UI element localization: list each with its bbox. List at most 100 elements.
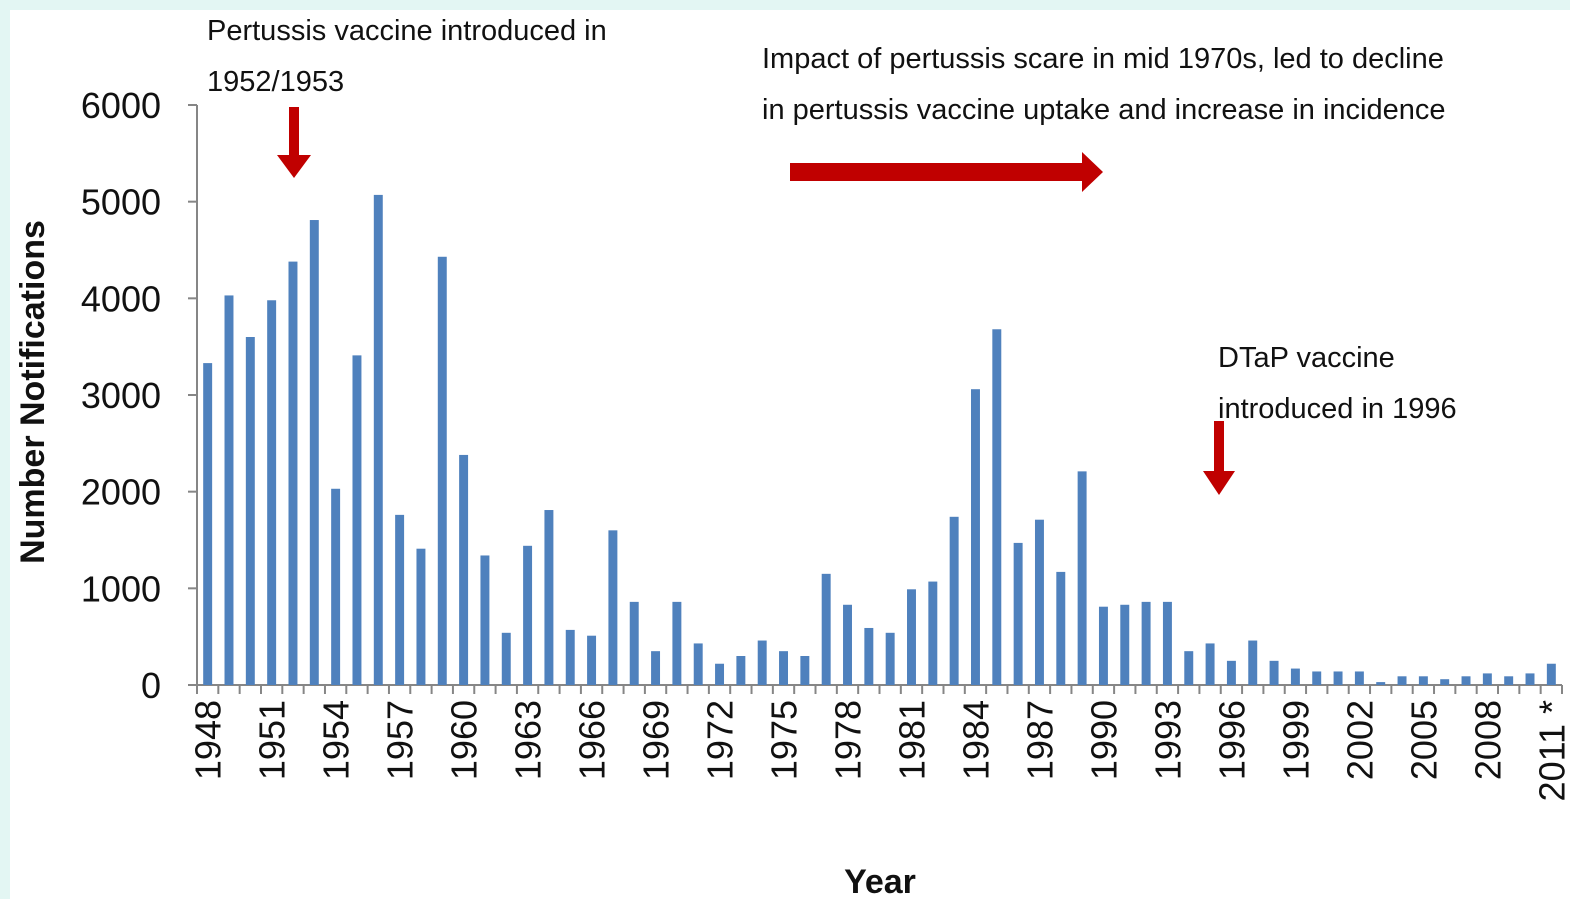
bar — [1205, 643, 1215, 685]
bar — [864, 627, 874, 685]
bar — [395, 514, 405, 685]
bar — [1269, 660, 1279, 685]
x-tick-label: 1972 — [700, 700, 741, 780]
x-tick-label: 1966 — [572, 700, 613, 780]
bar — [1440, 679, 1450, 685]
bar — [1525, 673, 1535, 685]
annotation: in pertussis vaccine uptake and increase… — [762, 94, 1446, 126]
x-tick-label: 2011 * — [1531, 700, 1570, 801]
bar — [1461, 676, 1471, 685]
bar — [715, 663, 725, 685]
bar — [1482, 673, 1492, 685]
bar — [928, 581, 938, 685]
bar — [331, 488, 341, 685]
bar — [224, 295, 234, 685]
bar — [1120, 604, 1130, 685]
bar — [736, 656, 746, 685]
bar — [565, 629, 575, 685]
y-axis-title: Number Notifications — [14, 220, 52, 564]
x-tick-label: 1996 — [1211, 700, 1252, 780]
bar — [1354, 671, 1364, 685]
bar — [416, 548, 426, 685]
annotation: DTaP vaccine — [1218, 342, 1395, 374]
bar — [843, 604, 852, 685]
x-tick-label: 2005 — [1403, 700, 1444, 780]
x-tick-label: 1975 — [764, 700, 805, 780]
bar — [1290, 668, 1300, 685]
bar — [352, 355, 362, 685]
bar — [1077, 471, 1087, 685]
x-tick-label: 1969 — [636, 700, 677, 780]
bar — [267, 300, 277, 685]
bar — [245, 337, 255, 685]
x-tick-label: 1984 — [955, 700, 996, 780]
bar — [1056, 571, 1066, 685]
bar — [629, 601, 639, 685]
bar — [1504, 676, 1514, 685]
bar — [1397, 676, 1407, 685]
bar — [757, 640, 767, 685]
bar — [885, 632, 895, 685]
y-tick-label: 6000 — [81, 85, 161, 126]
y-tick-label: 3000 — [81, 375, 161, 416]
bar — [1034, 519, 1044, 685]
x-axis-title: Year — [844, 863, 916, 899]
x-tick-label: 1960 — [444, 700, 485, 780]
bar — [480, 555, 490, 685]
annotation: Impact of pertussis scare in mid 1970s, … — [762, 43, 1444, 75]
x-tick-label: 1963 — [508, 700, 549, 780]
annotation: Pertussis vaccine introduced in — [207, 15, 607, 47]
annotation: introduced in 1996 — [1218, 393, 1457, 425]
x-tick-label: 1993 — [1147, 700, 1188, 780]
y-tick-label: 1000 — [81, 568, 161, 609]
bar — [608, 530, 618, 685]
bar — [1013, 542, 1023, 685]
x-tick-label: 1951 — [252, 700, 293, 780]
x-tick-label: 1987 — [1019, 700, 1060, 780]
x-tick-label: 1978 — [828, 700, 869, 780]
bar — [501, 632, 511, 685]
y-tick-label: 4000 — [81, 278, 161, 319]
y-tick-label: 0 — [141, 665, 161, 706]
bar — [1418, 676, 1428, 685]
bar — [1376, 682, 1386, 685]
bar — [1098, 606, 1108, 685]
bar — [1226, 660, 1236, 685]
y-tick-label: 5000 — [81, 182, 161, 223]
bar — [1184, 651, 1194, 685]
bar — [949, 516, 959, 685]
arrow-down — [1203, 421, 1235, 495]
x-tick-label: 2002 — [1339, 700, 1380, 780]
bar — [1312, 671, 1322, 685]
x-tick-label: 1957 — [380, 700, 421, 780]
bar — [1333, 671, 1343, 685]
bar — [1141, 601, 1151, 685]
x-tick-label: 1981 — [891, 700, 932, 780]
bar — [523, 545, 533, 685]
bar — [672, 601, 682, 685]
arrow-down — [277, 107, 311, 178]
bar — [821, 573, 831, 685]
bar — [437, 256, 447, 685]
y-tick-label: 2000 — [81, 472, 161, 513]
bar — [309, 220, 319, 686]
bar — [800, 656, 810, 685]
bar — [1248, 640, 1258, 685]
bar — [992, 329, 1002, 685]
bar — [1162, 601, 1172, 685]
x-tick-label: 2008 — [1467, 700, 1508, 780]
arrow-right — [790, 152, 1103, 192]
bar — [203, 363, 213, 685]
x-tick-label: 1990 — [1083, 700, 1124, 780]
bar — [373, 194, 383, 685]
annotation-arrows — [277, 107, 1235, 495]
bar — [1546, 663, 1556, 685]
x-tick-label: 1954 — [316, 700, 357, 780]
annotation: 1952/1953 — [207, 66, 344, 98]
x-tick-label: 1948 — [188, 700, 229, 780]
bar — [693, 643, 703, 685]
bar — [544, 510, 554, 685]
bar — [459, 454, 469, 685]
x-tick-label: 1999 — [1275, 700, 1316, 780]
